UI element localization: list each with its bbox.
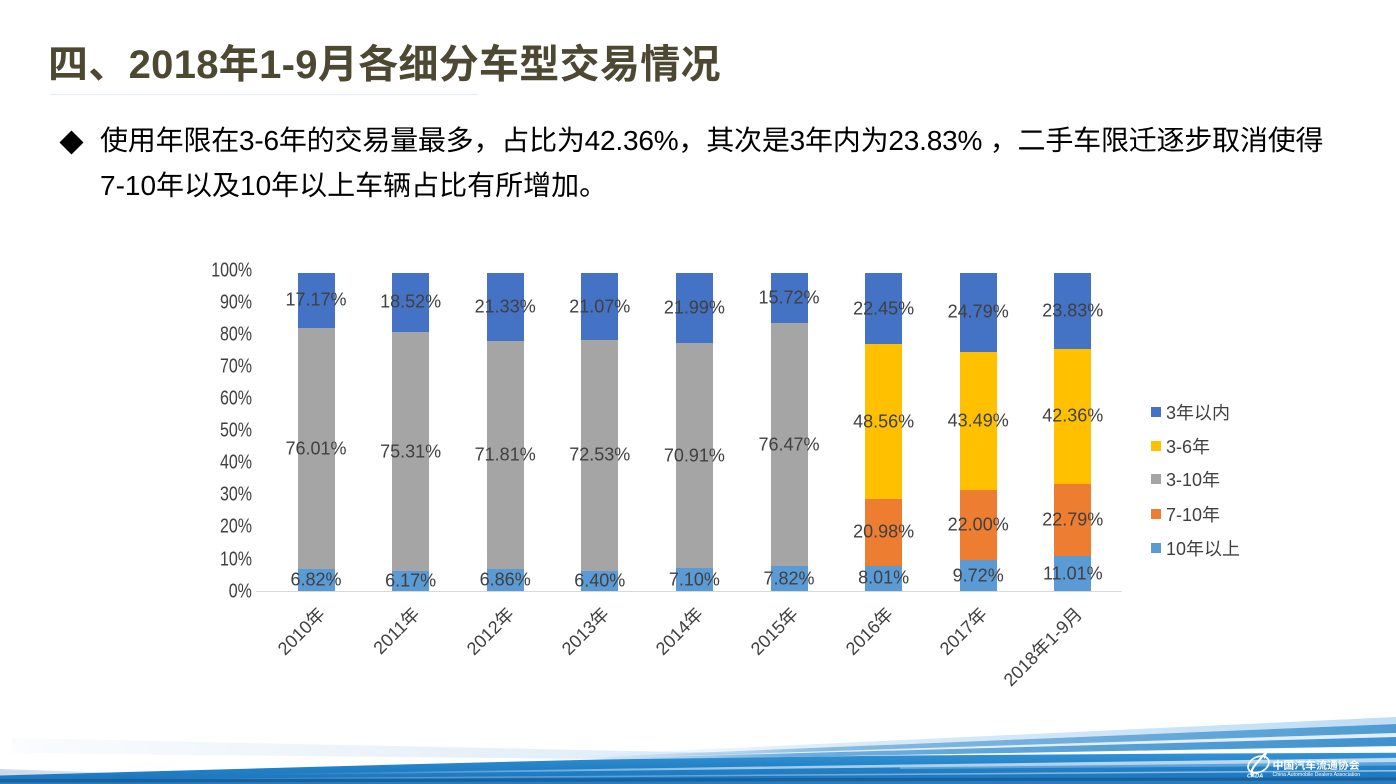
svg-text:中国汽车流通协会: 中国汽车流通协会 (1273, 757, 1360, 773)
svg-text:China Automobile Dealers Assoc: China Automobile Dealers Association (1273, 772, 1361, 778)
svg-text:CADA: CADA (1247, 774, 1263, 780)
